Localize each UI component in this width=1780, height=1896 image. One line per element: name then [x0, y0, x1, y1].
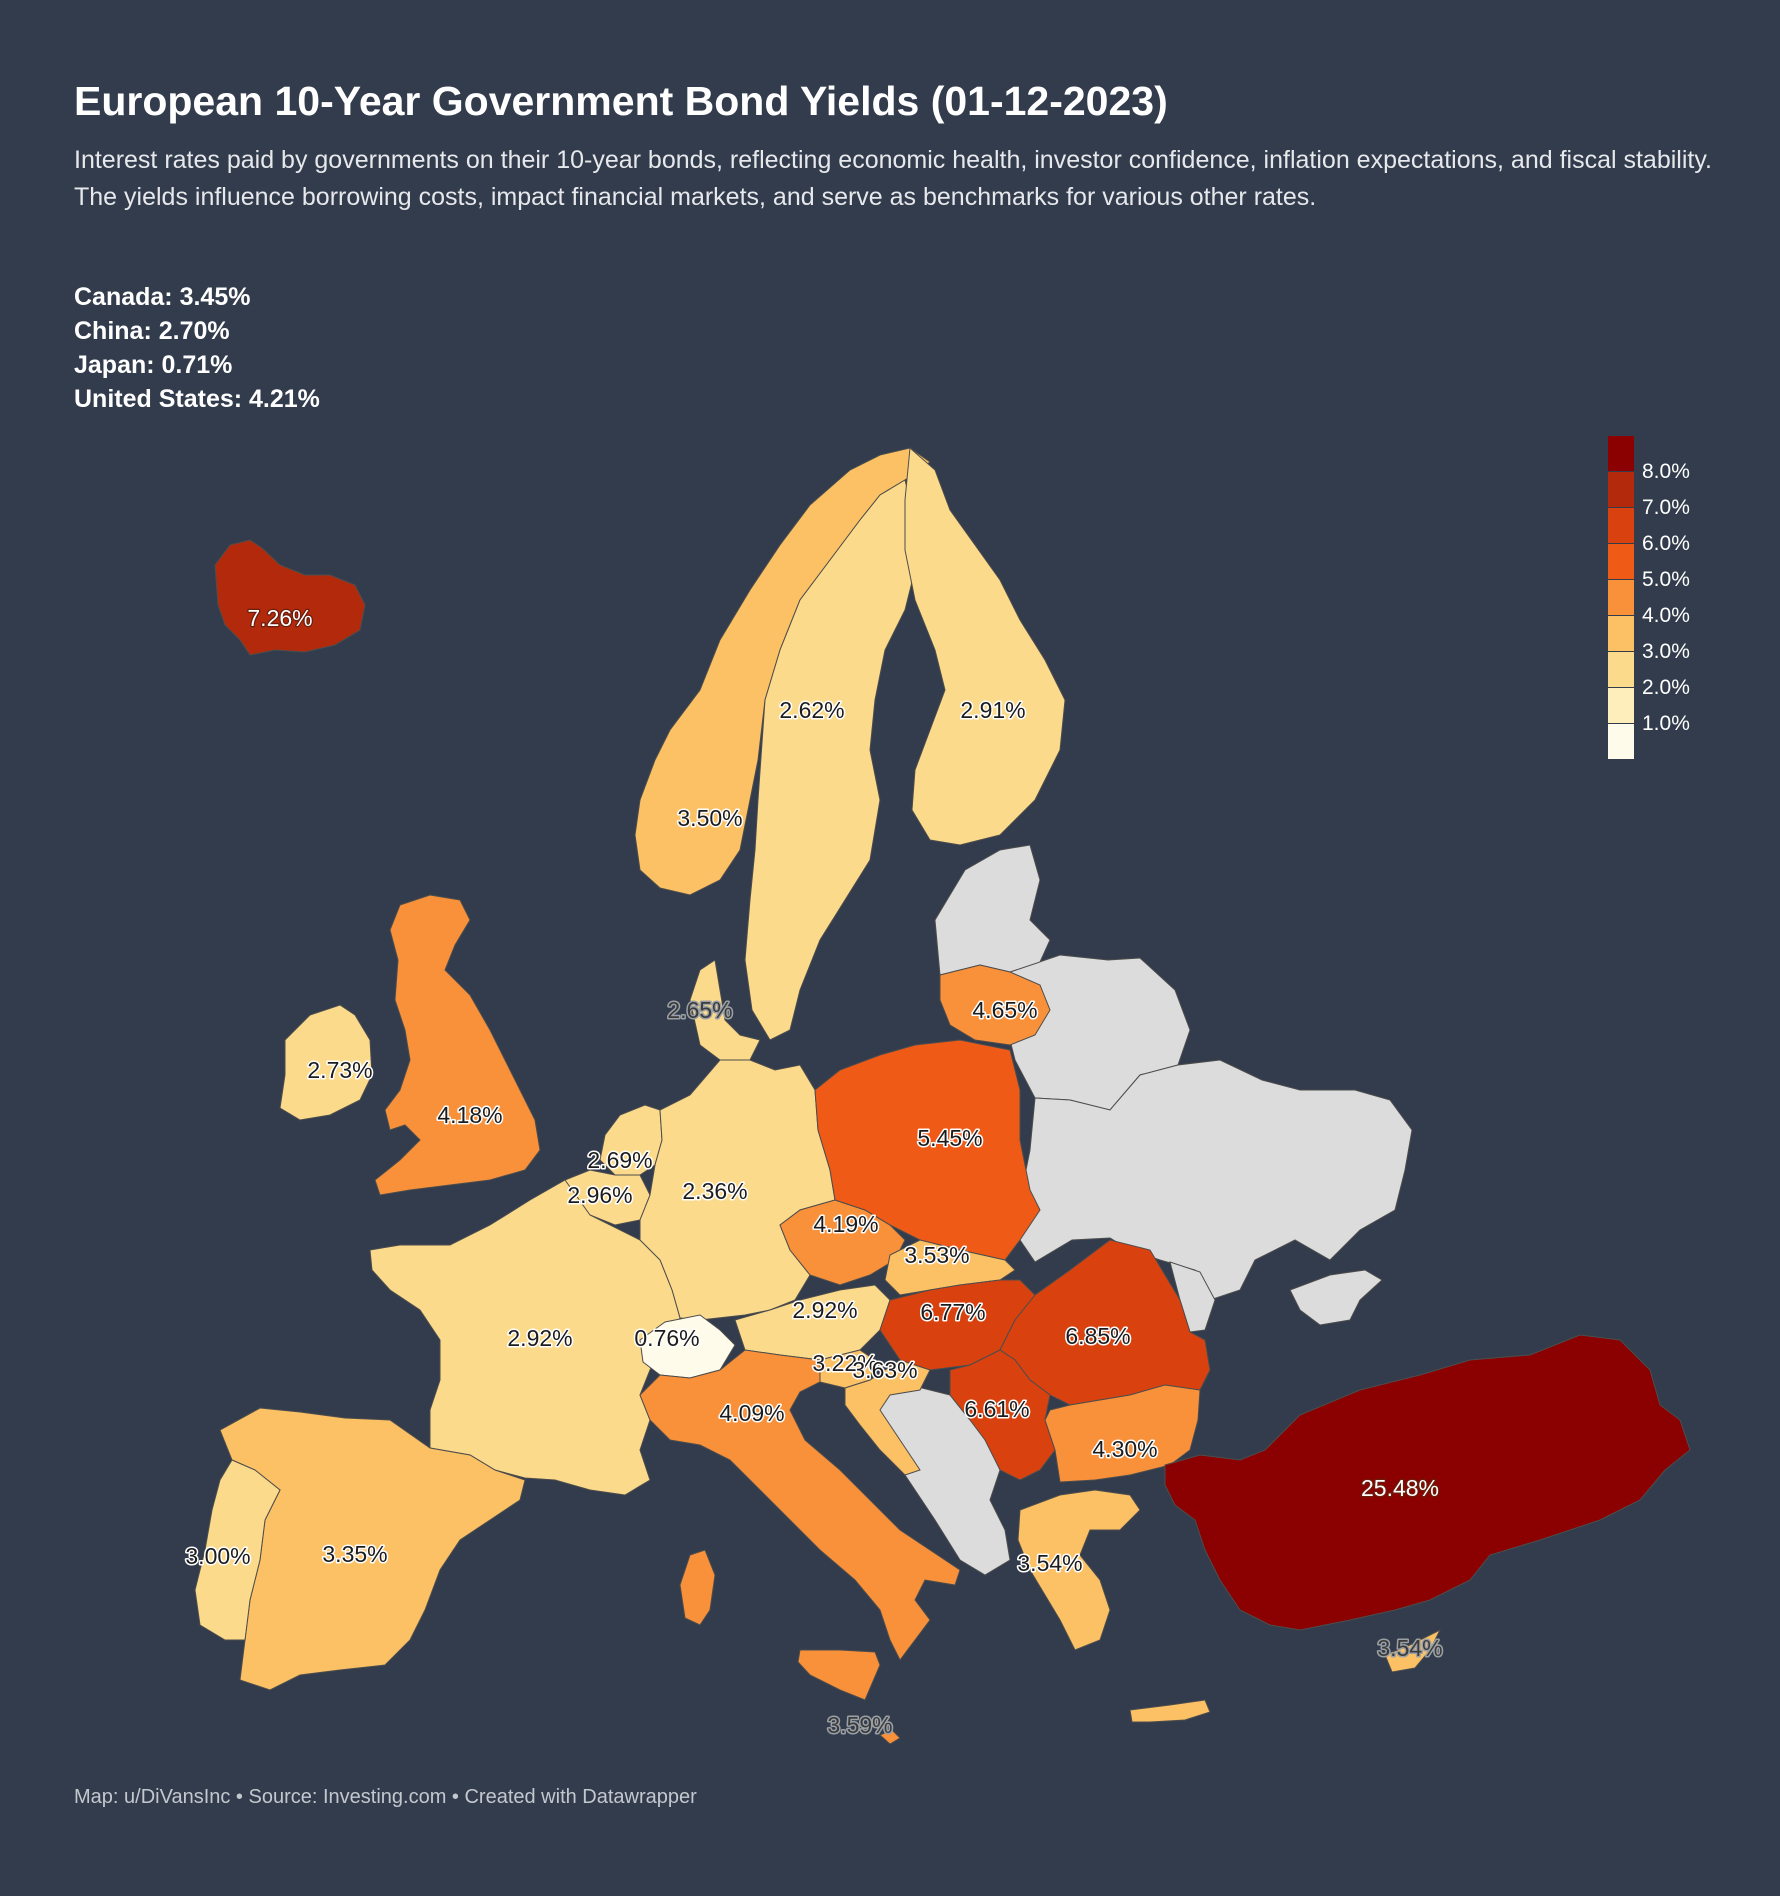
country-iceland[interactable]: [214, 539, 366, 656]
legend-swatch: [1608, 724, 1634, 760]
country-lithuania[interactable]: [939, 964, 1051, 1046]
label-iceland: 7.26%: [247, 605, 312, 631]
legend-swatch: [1608, 472, 1634, 508]
label-turkey: 25.48%: [1361, 1475, 1439, 1501]
legend-tick-7: 7.0%: [1642, 496, 1690, 519]
label-netherlands: 2.69%: [587, 1147, 652, 1173]
legend-tick-1: 1.0%: [1642, 712, 1690, 735]
legend-swatch: [1608, 616, 1634, 652]
legend-swatch: [1608, 436, 1634, 472]
label-denmark: 2.65%: [667, 997, 732, 1023]
country-united-kingdom[interactable]: [374, 894, 541, 1196]
legend-tick-2: 2.0%: [1642, 676, 1690, 699]
label-bulgaria: 4.30%: [1092, 1436, 1157, 1462]
map-subtitle: Interest rates paid by governments on th…: [74, 146, 1712, 211]
label-austria: 2.92%: [792, 1297, 857, 1323]
label-romania: 6.85%: [1065, 1323, 1130, 1349]
label-poland: 5.45%: [917, 1125, 982, 1151]
country-poland[interactable]: [814, 1039, 1041, 1261]
label-france: 2.92%: [507, 1325, 572, 1351]
label-united-kingdom: 4.18%: [437, 1102, 502, 1128]
country-croatia[interactable]: [844, 1359, 931, 1476]
no-data-countries: [874, 844, 1413, 1576]
legend-swatch: [1608, 688, 1634, 724]
legend-tick-4: 4.0%: [1642, 604, 1690, 627]
country-finland[interactable]: [904, 446, 1066, 846]
legend-tick-3: 3.0%: [1642, 640, 1690, 663]
label-hungary: 6.77%: [920, 1299, 985, 1325]
country-greece[interactable]: [1017, 1489, 1141, 1651]
label-greece: 3.54%: [1017, 1550, 1082, 1576]
label-belgium: 2.96%: [567, 1182, 632, 1208]
note-canada: Canada: 3.45%: [74, 283, 251, 311]
country-latvia-estonia-region[interactable]: [934, 844, 1051, 976]
legend-swatch: [1608, 508, 1634, 544]
country-greece-crete[interactable]: [1129, 1699, 1211, 1723]
label-switzerland: 0.76%: [634, 1325, 699, 1351]
country-italy-sardinia[interactable]: [679, 1549, 716, 1626]
country-france[interactable]: [369, 1179, 681, 1496]
label-finland: 2.91%: [960, 697, 1025, 723]
country-malta[interactable]: [879, 1729, 901, 1745]
country-italy-sicily[interactable]: [797, 1649, 881, 1701]
legend-swatch: [1608, 652, 1634, 688]
label-spain: 3.35%: [322, 1541, 387, 1567]
note-china: China: 2.70%: [74, 317, 230, 345]
legend-tick-6: 6.0%: [1642, 532, 1690, 555]
country-switzerland[interactable]: [639, 1314, 736, 1379]
value-labels: 7.26% 3.50% 2.62% 2.91% 2.65% 2.73% 4.18…: [184, 604, 1444, 1740]
map-title: European 10-Year Government Bond Yields …: [74, 78, 1168, 124]
country-cyprus[interactable]: [1384, 1628, 1442, 1673]
country-italy[interactable]: [639, 1349, 961, 1661]
label-malta: 3.59%: [827, 1712, 892, 1738]
country-sweden[interactable]: [744, 479, 916, 1041]
country-ukraine-region[interactable]: [1019, 1059, 1413, 1301]
legend-tick-8: 8.0%: [1642, 460, 1690, 483]
country-ireland[interactable]: [279, 1004, 373, 1121]
legend-tick-5: 5.0%: [1642, 568, 1690, 591]
label-czechia: 4.19%: [813, 1211, 878, 1237]
country-bulgaria[interactable]: [1044, 1384, 1201, 1483]
legend-swatch: [1608, 580, 1634, 616]
country-turkey[interactable]: [1164, 1334, 1691, 1631]
note-united-states: United States: 4.21%: [74, 385, 320, 413]
label-italy: 4.09%: [719, 1400, 784, 1426]
label-cyprus: 3.54%: [1377, 1635, 1442, 1661]
label-serbia: 6.61%: [964, 1396, 1029, 1422]
label-germany: 2.36%: [682, 1178, 747, 1204]
legend-swatch: [1608, 544, 1634, 580]
credits-footer: Map: u/DiVansInc • Source: Investing.com…: [74, 1786, 697, 1808]
label-ireland: 2.73%: [307, 1057, 372, 1083]
label-slovenia: 3.22%: [812, 1350, 877, 1376]
label-norway: 3.50%: [677, 805, 742, 831]
label-slovakia: 3.53%: [904, 1242, 969, 1268]
note-japan: Japan: 0.71%: [74, 351, 233, 379]
label-lithuania: 4.65%: [972, 997, 1037, 1023]
country-denmark[interactable]: [689, 959, 761, 1061]
country-portugal[interactable]: [194, 1459, 281, 1641]
legend-swatches: [1608, 436, 1634, 760]
data-countries: [194, 446, 1691, 1745]
label-sweden: 2.62%: [779, 697, 844, 723]
country-crimea-region[interactable]: [1289, 1269, 1383, 1326]
label-portugal: 3.00%: [185, 1543, 250, 1569]
reference-notes: Canada: 3.45% China: 2.70% Japan: 0.71% …: [74, 280, 320, 416]
label-croatia: 3.63%: [852, 1357, 917, 1383]
